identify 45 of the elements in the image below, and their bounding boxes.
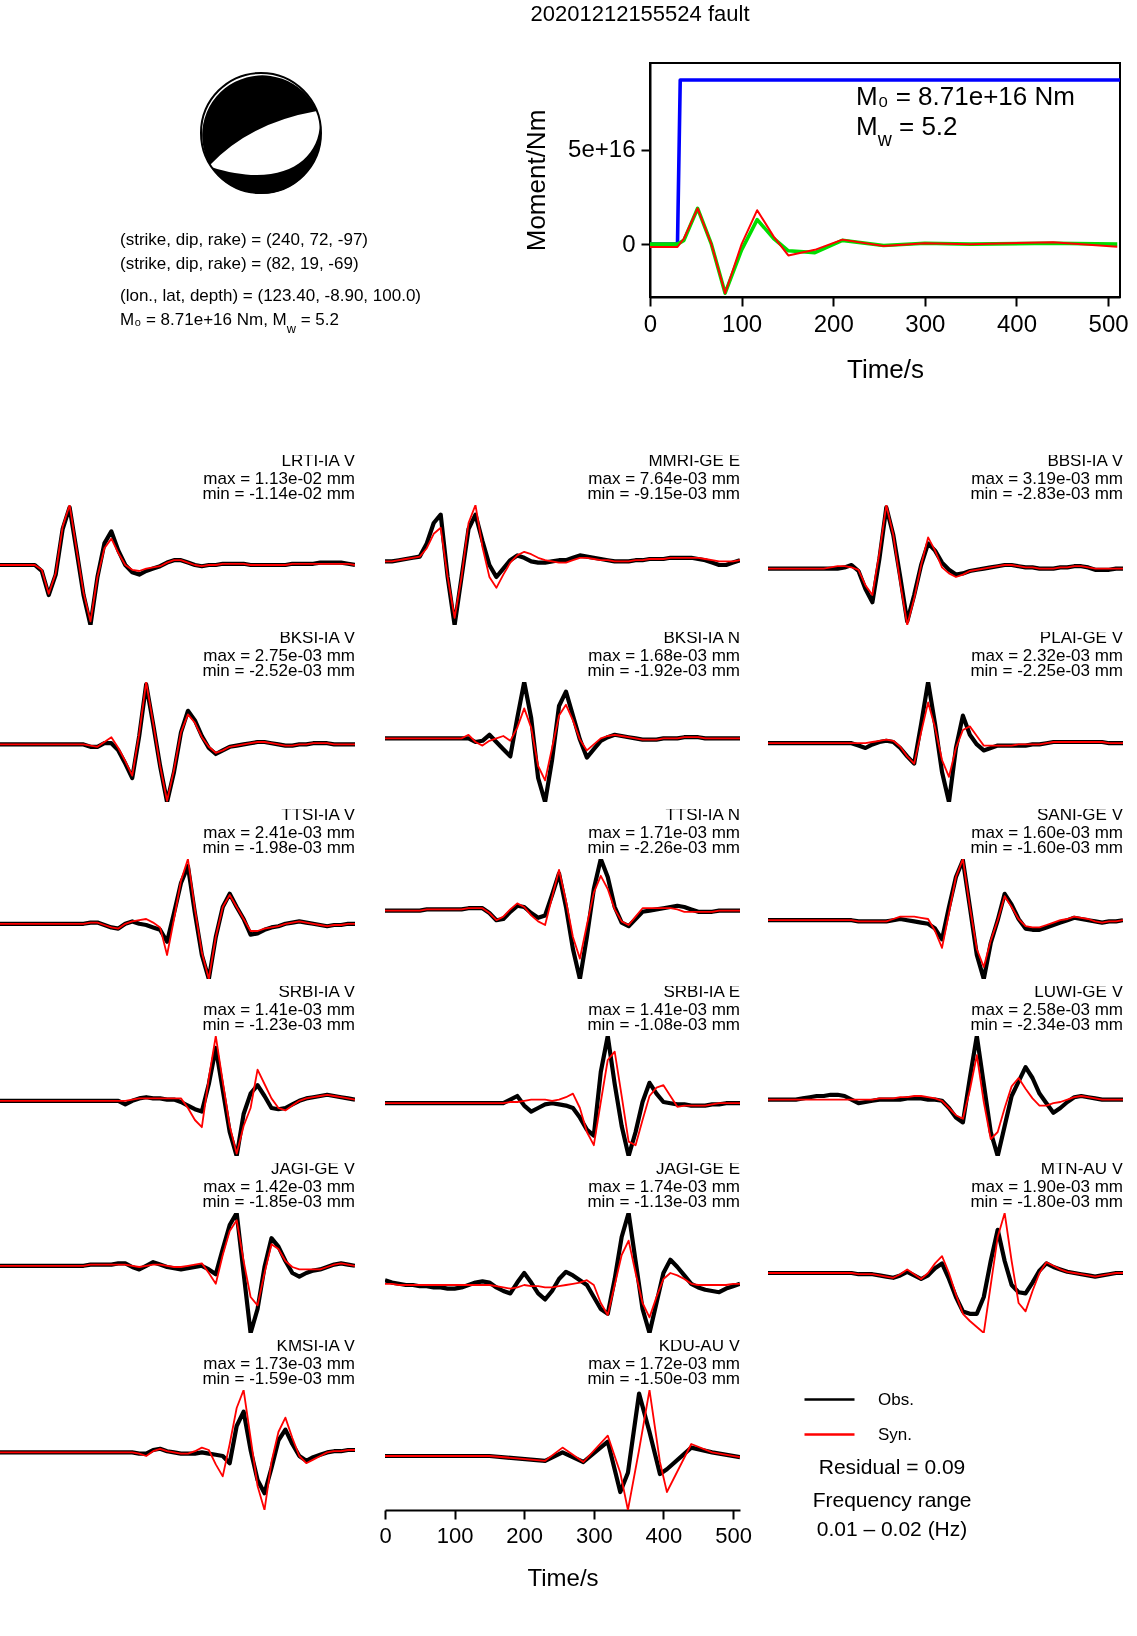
x-tick-label: 400 — [645, 1522, 683, 1548]
legend-label: Obs. — [878, 1389, 914, 1409]
x-tick-label: 400 — [996, 309, 1037, 337]
text: M₀ = 8.71e+16 Nm, M$_{w}$ = 5.2 — [120, 310, 339, 336]
chart-title: JAGI-GE V — [270, 1159, 356, 1178]
text: (lon., lat, depth) = (123.40, -8.90, 100.0) — [120, 286, 421, 305]
y-tick-label: 5e+16 — [568, 135, 636, 163]
chart-title: BKSI-IA N — [663, 628, 740, 647]
chart-title: SRBI-IA E — [663, 982, 740, 1001]
chart-title: TTSI-IA V — [281, 805, 356, 824]
text: (strike, dip, rake) = (240, 72, -97) — [120, 230, 369, 249]
x-tick-label: 0 — [379, 1522, 392, 1548]
text: Frequency range — [812, 1488, 972, 1511]
x-tick-label: 0 — [643, 309, 658, 337]
chart-title: KDU-AU V — [658, 1336, 741, 1355]
chart-title: KMSI-IA V — [276, 1336, 356, 1355]
x-tick-label: 500 — [1088, 309, 1129, 337]
annotation: M$_{w}$ = 5.2 — [856, 111, 958, 150]
y-axis-title: Moment/Nm — [521, 109, 552, 252]
x-axis-title: Time/s — [527, 1563, 599, 1591]
chart-title: MTN-AU V — [1040, 1159, 1124, 1178]
x-tick-label: 300 — [575, 1522, 613, 1548]
chart-title: LUWI-GE V — [1034, 982, 1124, 1001]
x-tick-label: 200 — [506, 1522, 544, 1548]
x-tick-label: 200 — [813, 309, 854, 337]
chart-title: MMRI-GE E — [648, 451, 740, 470]
chart-title: LRTI-IA V — [281, 451, 356, 470]
annotation: M₀ = 8.71e+16 Nm — [856, 81, 1075, 111]
chart-title: BBSI-IA V — [1047, 451, 1124, 470]
legend-label: Syn. — [878, 1424, 913, 1444]
chart-title: TTSI-IA N — [665, 805, 740, 824]
x-axis-title: Time/s — [846, 353, 925, 384]
x-tick-label: 300 — [905, 309, 946, 337]
text: 20201212155524 fault — [530, 1, 750, 26]
text: 0.01 – 0.02 (Hz) — [816, 1517, 968, 1540]
x-tick-label: 100 — [722, 309, 763, 337]
chart-title: SANI-GE V — [1037, 805, 1124, 824]
text: (strike, dip, rake) = (82, 19, -69) — [120, 254, 359, 273]
text: Residual = 0.09 — [818, 1455, 966, 1478]
x-tick-label: 500 — [715, 1522, 752, 1548]
chart-title: BKSI-IA V — [279, 628, 356, 647]
chart-title: JAGI-GE E — [655, 1159, 740, 1178]
chart-title: PLAI-GE V — [1039, 628, 1124, 647]
x-tick-label: 100 — [436, 1522, 474, 1548]
chart-title: SRBI-IA V — [278, 982, 356, 1001]
